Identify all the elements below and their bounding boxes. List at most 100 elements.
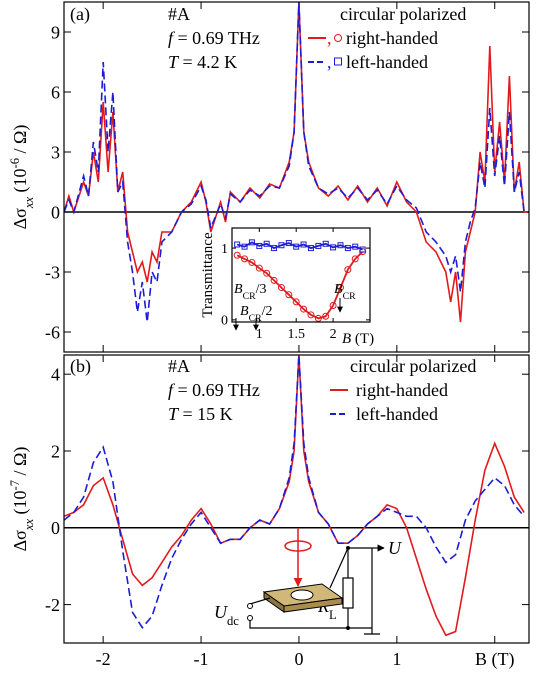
plot-frame bbox=[231, 227, 371, 323]
inset-annotation-part: B bbox=[334, 282, 343, 297]
y-axis-label-part: xx bbox=[22, 519, 36, 532]
marker bbox=[233, 251, 241, 259]
sample-label: #A bbox=[168, 356, 190, 376]
marker bbox=[263, 269, 271, 277]
circuit-label-part: U bbox=[388, 538, 402, 558]
inset-annotation-part: B bbox=[234, 282, 243, 297]
panel: -2 0 2 4 -2 -1 0 1 B (T) bbox=[45, 354, 530, 670]
circuit-label: U bbox=[388, 538, 402, 558]
marker bbox=[307, 311, 315, 319]
y-axis-label-part: -6 bbox=[8, 158, 22, 169]
marker bbox=[277, 284, 285, 292]
y-tick-label: 4 bbox=[51, 365, 60, 385]
marker bbox=[234, 241, 241, 248]
y-axis-label-part: / Ω) bbox=[10, 447, 31, 480]
marker bbox=[241, 255, 249, 263]
x-tick-label: 1.5 bbox=[287, 327, 305, 342]
marker bbox=[255, 264, 263, 272]
inset-annotation-part: CR bbox=[243, 291, 257, 302]
marker bbox=[300, 305, 308, 313]
marker bbox=[285, 240, 292, 247]
x-tick-label: 0 bbox=[294, 649, 303, 669]
legend-label: right-handed bbox=[346, 28, 438, 48]
marker bbox=[292, 298, 300, 306]
plots: -6 -3 0 3 6 9 (a) #A f = 0.69 THz T = 4.2 K circul… bbox=[8, 1, 530, 670]
marker bbox=[248, 239, 255, 246]
y-axis-label-part: -7 bbox=[8, 480, 22, 491]
x-tick-label: -1 bbox=[194, 649, 209, 669]
y-tick-label: 0 bbox=[51, 202, 60, 222]
temperature-label-part: = 15 K bbox=[178, 404, 233, 424]
legend-title-part: circular polarized bbox=[350, 356, 476, 376]
marker bbox=[271, 245, 278, 252]
legend-label: right-handed bbox=[356, 380, 448, 400]
temperature-label: T = 15 K bbox=[168, 404, 233, 424]
temperature-label-part: T bbox=[168, 52, 180, 72]
inset-annotation: BCR/2 bbox=[240, 304, 273, 324]
marker bbox=[315, 242, 322, 249]
terminal bbox=[247, 603, 253, 609]
legend-title: circular polarized bbox=[350, 356, 476, 376]
marker bbox=[278, 242, 285, 249]
series-line bbox=[64, 2, 529, 323]
y-axis-label-part: xx bbox=[22, 197, 36, 210]
series-line bbox=[64, 355, 525, 637]
sample-label-part: #A bbox=[168, 4, 190, 24]
marker bbox=[351, 255, 359, 263]
y-tick-label: 0 bbox=[221, 314, 228, 329]
y-tick-label: 2 bbox=[51, 441, 60, 461]
marker bbox=[329, 301, 337, 309]
marker bbox=[344, 245, 351, 252]
plot-frame bbox=[63, 1, 530, 353]
legend-marker bbox=[334, 34, 342, 42]
panel: 0 1 1 1.5 2 bbox=[221, 227, 371, 342]
y-axis-label: Δσxx (10-7 / Ω) bbox=[8, 447, 36, 552]
legend-label: left-handed bbox=[346, 52, 428, 72]
inset-annotation-part: /2 bbox=[262, 304, 273, 319]
y-tick-label: 6 bbox=[51, 82, 60, 102]
marker bbox=[241, 243, 248, 250]
legend-separator: , bbox=[327, 28, 332, 48]
marker bbox=[322, 312, 330, 320]
y-axis-label-part: Δσ bbox=[10, 208, 30, 230]
y-axis-label: Δσxx (10-6 / Ω) bbox=[8, 125, 36, 230]
frequency-label: f = 0.69 THz bbox=[168, 380, 260, 400]
inset-annotation: BCR/3 bbox=[234, 282, 267, 302]
inset-annotation-part: B bbox=[240, 304, 249, 319]
panel-label: (b) bbox=[70, 356, 91, 377]
inset-y-label: Transmittance bbox=[200, 232, 216, 318]
legend-label-part: right-handed bbox=[356, 380, 448, 400]
circuit-label-part: dc bbox=[227, 614, 239, 628]
terminal bbox=[247, 615, 253, 621]
node bbox=[346, 626, 350, 630]
y-axis-label-part: / Ω) bbox=[10, 125, 31, 158]
sample-label: #A bbox=[168, 4, 190, 24]
sample-front bbox=[283, 597, 343, 613]
marker bbox=[336, 284, 344, 292]
panel-label: (a) bbox=[70, 4, 90, 25]
x-tick-label: B (T) bbox=[475, 649, 515, 670]
node bbox=[346, 546, 350, 550]
frequency-label-part: = 0.69 THz bbox=[173, 380, 260, 400]
series-group bbox=[64, 355, 525, 637]
legend-marker bbox=[334, 57, 342, 66]
inset-y-label-part: Transmittance bbox=[200, 232, 216, 318]
marker bbox=[337, 242, 344, 249]
temperature-label-part: T bbox=[168, 404, 180, 424]
series-line bbox=[236, 241, 363, 251]
series-group bbox=[233, 239, 367, 322]
inset-annotation-part: CR bbox=[343, 291, 357, 302]
wire bbox=[249, 597, 348, 629]
circuit-diagram bbox=[247, 528, 385, 635]
marker bbox=[285, 291, 293, 299]
marker bbox=[322, 240, 329, 247]
plot-frame bbox=[63, 354, 530, 644]
series-line bbox=[64, 355, 525, 629]
marker bbox=[256, 242, 263, 249]
y-tick-label: 1 bbox=[221, 242, 228, 257]
legend-label-part: right-handed bbox=[346, 28, 438, 48]
panel-label-part: (a) bbox=[70, 4, 90, 25]
inset-x-label-part: B bbox=[342, 331, 351, 347]
inset-x-label-part: (T) bbox=[351, 331, 374, 347]
